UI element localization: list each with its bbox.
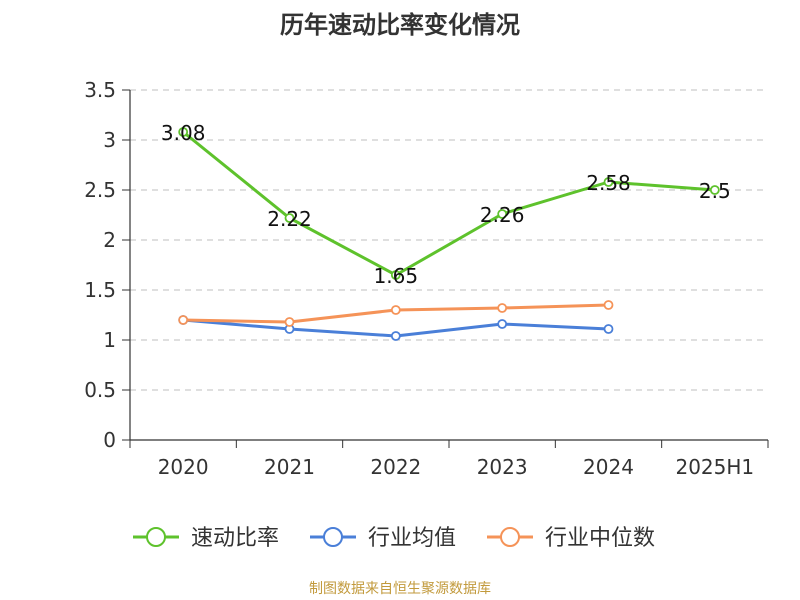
axes: 0 0.5 1 1.5 2 2.5 3 3.5 2020 2021 2022 2023 2024 2025… xyxy=(84,78,769,479)
series-line xyxy=(182,130,715,277)
x-tick-label: 2020 xyxy=(158,455,209,479)
series-1 xyxy=(178,315,614,341)
source-note: 制图数据来自恒生聚源数据库 xyxy=(309,581,491,597)
data-label: 2.22 xyxy=(267,207,312,231)
data-point xyxy=(284,213,295,223)
legend-label: 行业均值 xyxy=(368,526,456,551)
data-label: 1.65 xyxy=(374,264,419,288)
y-tick-label: 3 xyxy=(103,128,116,152)
chart-title: 历年速动比率变化情况 xyxy=(280,11,520,39)
y-tick-label: 1.5 xyxy=(84,278,116,302)
data-point xyxy=(497,319,508,329)
series-2 xyxy=(178,300,614,327)
legend-marker xyxy=(146,527,166,547)
grid-lines xyxy=(130,89,768,391)
legend-item: 行业均值 xyxy=(310,526,456,551)
data-point xyxy=(178,127,189,137)
y-tick-label: 0.5 xyxy=(84,378,116,402)
data-label: 3.08 xyxy=(161,121,206,145)
data-point xyxy=(497,209,508,219)
y-tick-label: 2.5 xyxy=(84,178,116,202)
x-tick-label: 2023 xyxy=(477,455,528,479)
data-point xyxy=(709,185,720,195)
legend-label: 速动比率 xyxy=(191,526,279,551)
x-tick-label: 2024 xyxy=(583,455,634,479)
x-tick-label: 2022 xyxy=(370,455,421,479)
y-tick-label: 1 xyxy=(103,328,116,352)
y-tick-label: 3.5 xyxy=(84,78,116,102)
legend-item: 速动比率 xyxy=(133,526,279,551)
data-point xyxy=(390,305,401,315)
data-point xyxy=(603,177,614,187)
series-layer: 3.08 2.22 1.65 2.26 2.58 2.5 xyxy=(161,121,731,341)
data-point xyxy=(284,317,295,327)
series-0: 3.08 2.22 1.65 2.26 2.58 2.5 xyxy=(161,121,731,288)
legend-item: 行业中位数 xyxy=(487,526,655,551)
data-label: 2.5 xyxy=(699,179,731,203)
legend: 速动比率 行业均值 行业中位数 xyxy=(133,526,655,551)
legend-marker xyxy=(323,527,343,547)
data-point xyxy=(178,315,189,325)
x-tick-label: 2021 xyxy=(264,455,315,479)
data-point xyxy=(603,324,614,334)
legend-label: 行业中位数 xyxy=(545,526,655,551)
data-label: 2.26 xyxy=(480,203,525,227)
y-tick-label: 2 xyxy=(103,228,116,252)
data-point xyxy=(390,331,401,341)
data-point xyxy=(603,300,614,310)
data-point xyxy=(497,303,508,313)
data-point xyxy=(390,270,401,280)
data-label: 2.58 xyxy=(586,171,631,195)
x-tick-label: 2025H1 xyxy=(675,455,754,479)
y-tick-label: 0 xyxy=(103,428,116,452)
legend-marker xyxy=(500,527,520,547)
